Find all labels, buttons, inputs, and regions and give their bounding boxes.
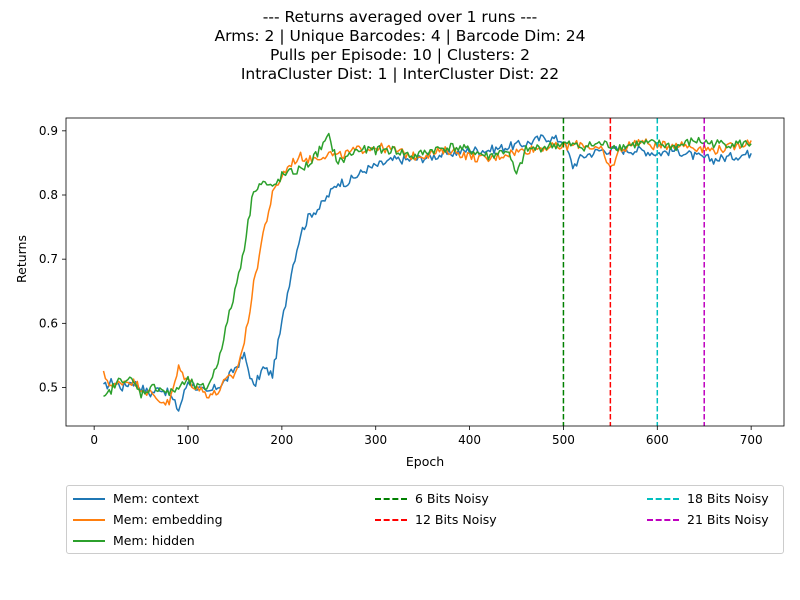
x-tick-label: 300 — [364, 433, 387, 447]
chart-title-line-4: IntraCluster Dist: 1 | InterCluster Dist… — [240, 65, 560, 83]
legend: Mem: context Mem: embedding Mem: hidden … — [66, 485, 784, 554]
legend-swatch-6-bits — [375, 498, 407, 500]
legend-swatch-context — [73, 498, 105, 500]
x-tick-label: 0 — [90, 433, 98, 447]
y-tick-label: 0.9 — [39, 124, 58, 138]
legend-swatch-hidden — [73, 540, 105, 542]
series-line-3 — [103, 132, 752, 399]
x-axis: 0 100 200 300 400 500 600 700 — [90, 426, 763, 447]
x-tick-label: 400 — [458, 433, 481, 447]
y-axis-label: Returns — [14, 235, 29, 283]
legend-label-6-bits: 6 Bits Noisy — [415, 491, 489, 506]
legend-label-embedding: Mem: embedding — [113, 512, 223, 527]
x-tick-label: 500 — [552, 433, 575, 447]
legend-label-18-bits: 18 Bits Noisy — [687, 491, 769, 506]
legend-label-context: Mem: context — [113, 491, 199, 506]
x-tick-label: 100 — [177, 433, 200, 447]
series-line-1 — [103, 134, 752, 412]
legend-label-21-bits: 21 Bits Noisy — [687, 512, 769, 527]
legend-swatch-12-bits — [375, 519, 407, 521]
x-tick-label: 600 — [646, 433, 669, 447]
chart-title: --- Returns averaged over 1 runs --- Arm… — [0, 8, 800, 84]
chart-title-line-3: Pulls per Episode: 10 | Clusters: 2 — [269, 46, 531, 64]
chart-title-line-1: --- Returns averaged over 1 runs --- — [262, 8, 538, 26]
x-tick-label: 200 — [270, 433, 293, 447]
x-tick-label: 700 — [740, 433, 763, 447]
x-axis-label: Epoch — [406, 454, 444, 469]
legend-swatch-embedding — [73, 519, 105, 521]
legend-swatch-21-bits — [647, 519, 679, 521]
y-tick-label: 0.8 — [39, 188, 58, 202]
y-axis: 0.5 0.6 0.7 0.8 0.9 — [39, 124, 66, 395]
legend-label-hidden: Mem: hidden — [113, 533, 195, 548]
chart-title-line-2: Arms: 2 | Unique Barcodes: 4 | Barcode D… — [214, 27, 586, 45]
plot-area — [65, 117, 785, 427]
y-tick-label: 0.6 — [39, 316, 58, 330]
legend-label-12-bits: 12 Bits Noisy — [415, 512, 497, 527]
y-tick-label: 0.5 — [39, 381, 58, 395]
legend-swatch-18-bits — [647, 498, 679, 500]
y-tick-label: 0.7 — [39, 252, 58, 266]
series-line-2 — [102, 138, 752, 406]
axes-frame — [65, 117, 785, 427]
